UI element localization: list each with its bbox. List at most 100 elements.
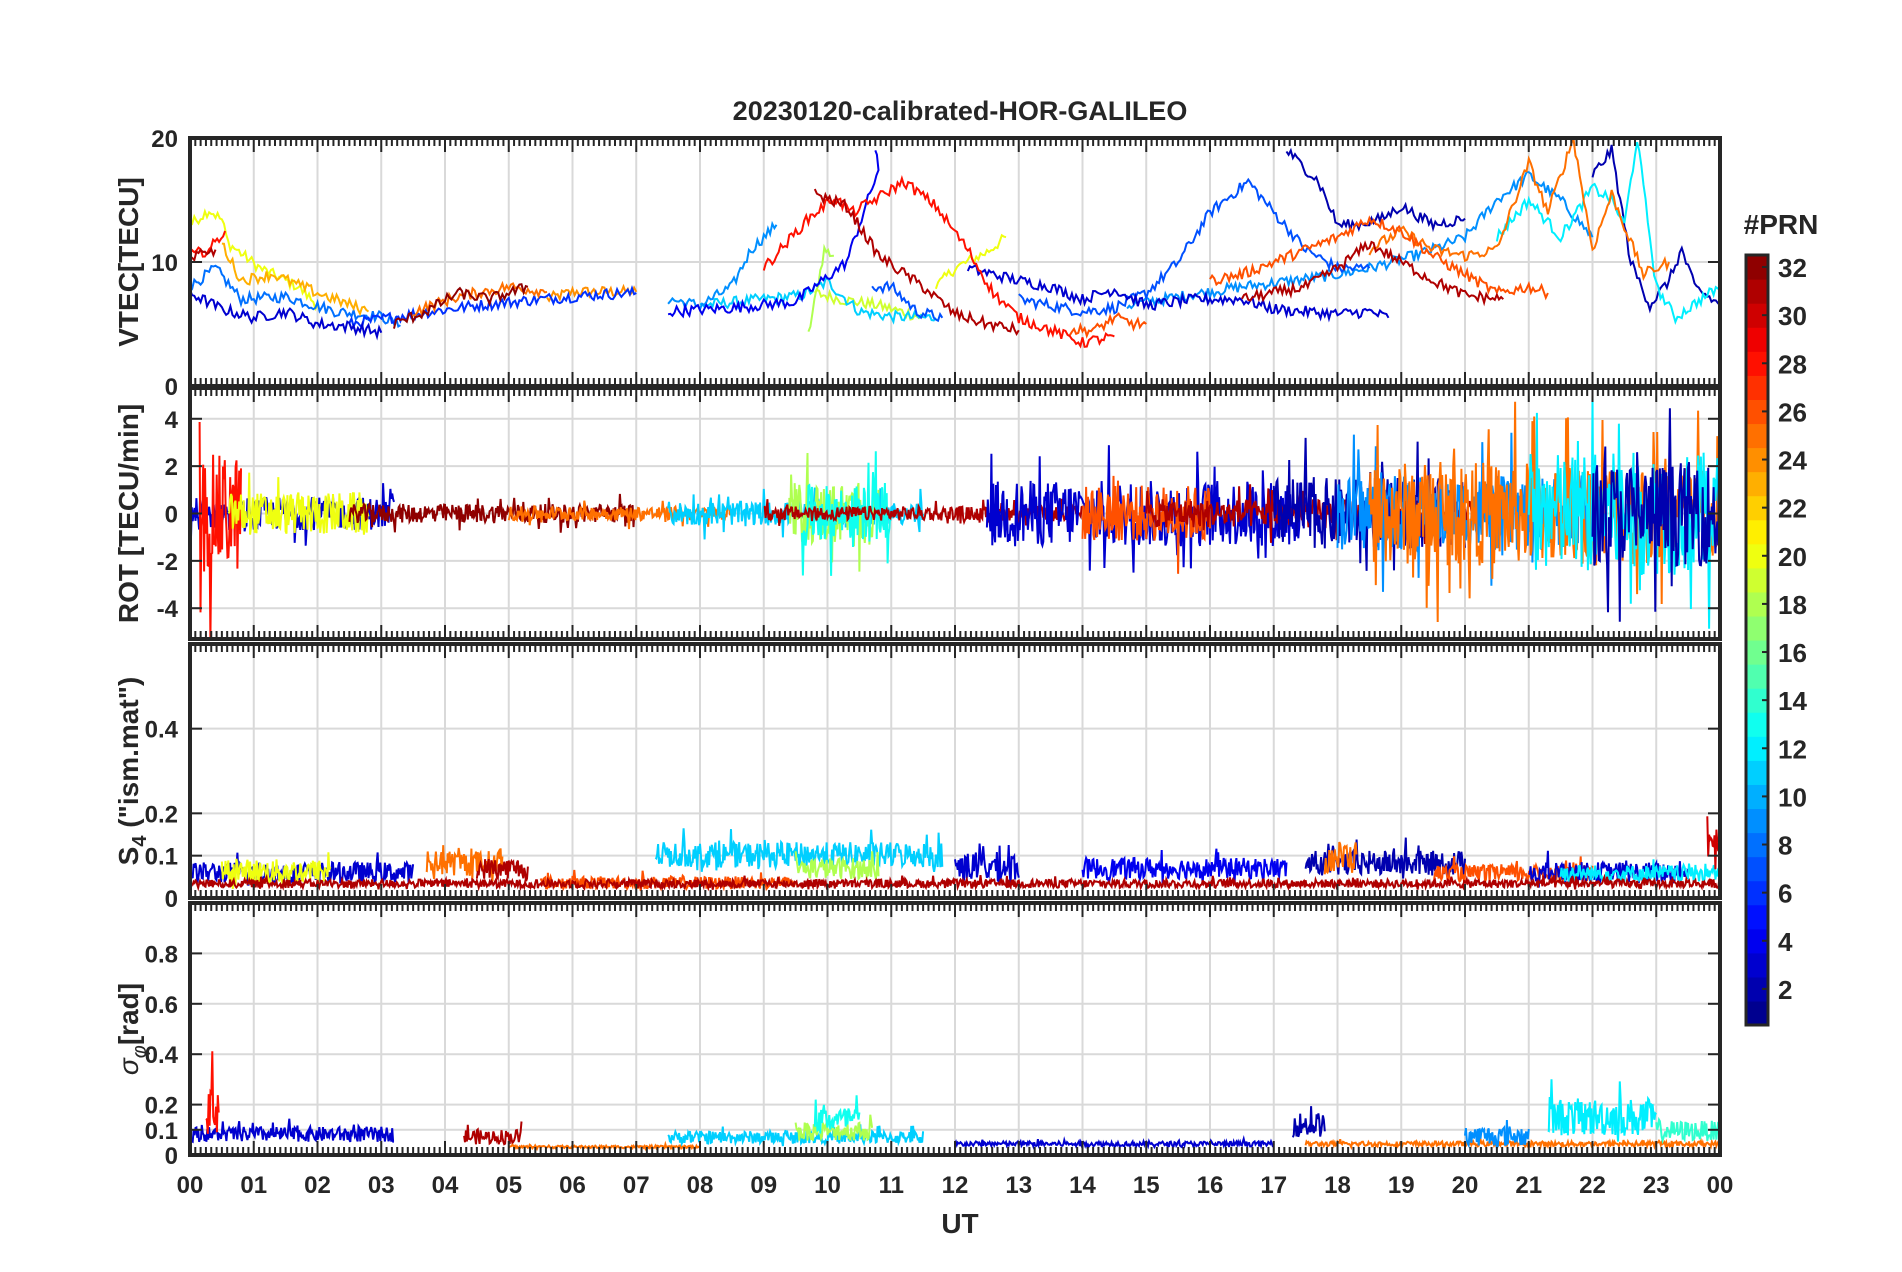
y-tick-label: 0.4 xyxy=(145,1042,179,1069)
chart-title: 20230120-calibrated-HOR-GALILEO xyxy=(733,96,1188,126)
series-prn-31 xyxy=(463,1121,523,1146)
y-tick-label: -2 xyxy=(157,549,178,576)
series-prn-9 xyxy=(667,220,778,312)
series-prn-4 xyxy=(1081,848,1288,884)
x-tick-label: 02 xyxy=(304,1172,331,1199)
x-tick-label: 13 xyxy=(1005,1172,1032,1199)
y-tick-label: 0.1 xyxy=(145,1118,178,1145)
series-prn-12 xyxy=(1559,859,1720,885)
series-prn-28 xyxy=(762,174,1115,349)
series-prn-3 xyxy=(954,843,1020,887)
y-tick-label: 0.4 xyxy=(145,717,179,744)
series-prn-26 xyxy=(1209,215,1549,301)
series-prn-12 xyxy=(1495,141,1720,325)
y-tick-label: 0 xyxy=(165,1143,178,1170)
y-label-part: ("ism.mat") xyxy=(113,677,144,836)
series-prn-32 xyxy=(393,283,529,329)
x-tick-label: 07 xyxy=(623,1172,650,1199)
series-prn-13 xyxy=(813,1095,861,1134)
colorbar-cell xyxy=(1746,375,1768,400)
colorbar-tick-label: 28 xyxy=(1778,349,1807,379)
colorbar-tick-label: 30 xyxy=(1778,301,1807,331)
series-prn-26 xyxy=(1432,856,1594,885)
series-prn-31 xyxy=(190,246,217,263)
colorbar-cell xyxy=(1746,303,1768,328)
colorbar-cell xyxy=(1746,591,1768,617)
colorbar-tick-label: 16 xyxy=(1778,638,1807,668)
y-axis-label: σφ[rad] xyxy=(113,983,151,1075)
colorbar-cell xyxy=(1746,760,1768,785)
series-prn-3 xyxy=(190,1118,395,1144)
x-tick-label: 14 xyxy=(1069,1172,1096,1199)
series-prn-14 xyxy=(1655,1116,1720,1145)
series-prn-12 xyxy=(1527,395,1720,629)
series-prn-3 xyxy=(954,1135,1274,1150)
colorbar-tick-label: 22 xyxy=(1778,494,1807,524)
x-tick-label: 23 xyxy=(1643,1172,1670,1199)
series-prn-11 xyxy=(654,828,944,872)
series-prn-31 xyxy=(1241,240,1504,307)
series-prn-3 xyxy=(985,445,1307,573)
colorbar-cell xyxy=(1746,736,1768,761)
series-prn-20 xyxy=(220,852,332,889)
colorbar-cell xyxy=(1746,688,1768,713)
colorbar-cell xyxy=(1746,880,1768,906)
series-group xyxy=(190,138,1720,349)
y-tick-label: 0.2 xyxy=(145,801,178,828)
series-prn-2 xyxy=(1285,147,1466,233)
colorbar-cell xyxy=(1746,1000,1768,1026)
colorbar-tick-label: 10 xyxy=(1778,782,1807,812)
colorbar-cell xyxy=(1746,904,1768,930)
colorbar-tick-label: 24 xyxy=(1778,446,1807,476)
colorbar-cell xyxy=(1746,640,1768,665)
colorbar-cell xyxy=(1746,832,1768,858)
series-prn-23 xyxy=(221,242,370,317)
x-tick-label: 15 xyxy=(1133,1172,1160,1199)
series-prn-18 xyxy=(794,851,880,882)
x-tick-label: 22 xyxy=(1579,1172,1606,1199)
series-prn-11 xyxy=(667,1124,925,1147)
colorbar-cell xyxy=(1746,543,1768,569)
colorbar-tick-label: 20 xyxy=(1778,542,1807,572)
x-tick-label: 05 xyxy=(495,1172,522,1199)
x-tick-label: 18 xyxy=(1324,1172,1351,1199)
series-prn-8 xyxy=(190,264,401,329)
panel-rot: -4 -2 0 2 4 ROT [TECU/min] xyxy=(113,386,1722,641)
colorbar-cell xyxy=(1746,784,1768,810)
series-prn-25 xyxy=(1323,841,1358,875)
y-tick-label: 0.6 xyxy=(145,992,178,1019)
colorbar-cell xyxy=(1746,928,1768,954)
series-prn-20 xyxy=(227,472,370,535)
colorbar-tick-label: 2 xyxy=(1778,975,1792,1005)
colorbar-tick-label: 14 xyxy=(1778,686,1807,716)
series-prn-2 xyxy=(1591,408,1720,622)
y-axis-label: VTEC[TECU] xyxy=(113,177,144,347)
series-prn-6 xyxy=(348,285,637,330)
x-tick-label: 11 xyxy=(879,1172,904,1199)
series-prn-24 xyxy=(546,283,638,303)
y-tick-label: 0 xyxy=(165,886,178,913)
series-prn-18 xyxy=(807,243,834,332)
x-tick-label: 08 xyxy=(687,1172,714,1199)
series-group xyxy=(190,395,1720,639)
x-tick-label: 09 xyxy=(750,1172,777,1199)
colorbar-label: #PRN xyxy=(1744,209,1819,240)
colorbar-cell xyxy=(1746,255,1768,280)
colorbar-tick-label: 12 xyxy=(1778,734,1807,764)
y-label-part: [rad] xyxy=(113,983,144,1045)
y-label-subscript: 4 xyxy=(129,835,151,847)
colorbar-tick-label: 26 xyxy=(1778,397,1807,427)
y-tick-label: -4 xyxy=(157,596,179,623)
panel-sigma: 00.10.2 0.4 0.6 0.8 σφ[rad] 00 01 02 03 04 05 06 07 0… xyxy=(113,901,1733,1199)
series-prn-20 xyxy=(190,208,319,312)
x-tick-label: 03 xyxy=(368,1172,395,1199)
y-tick-label: 2 xyxy=(165,454,178,481)
colorbar-tick-label: 4 xyxy=(1778,927,1793,957)
colorbar-cell xyxy=(1746,519,1768,545)
colorbar-cell xyxy=(1746,327,1768,352)
y-tick-label: 0.8 xyxy=(145,941,178,968)
series-prn-30 xyxy=(1706,816,1720,870)
x-axis-label: UT xyxy=(941,1208,978,1239)
colorbar-frame xyxy=(1744,253,1770,1027)
x-tick-label: 12 xyxy=(942,1172,969,1199)
